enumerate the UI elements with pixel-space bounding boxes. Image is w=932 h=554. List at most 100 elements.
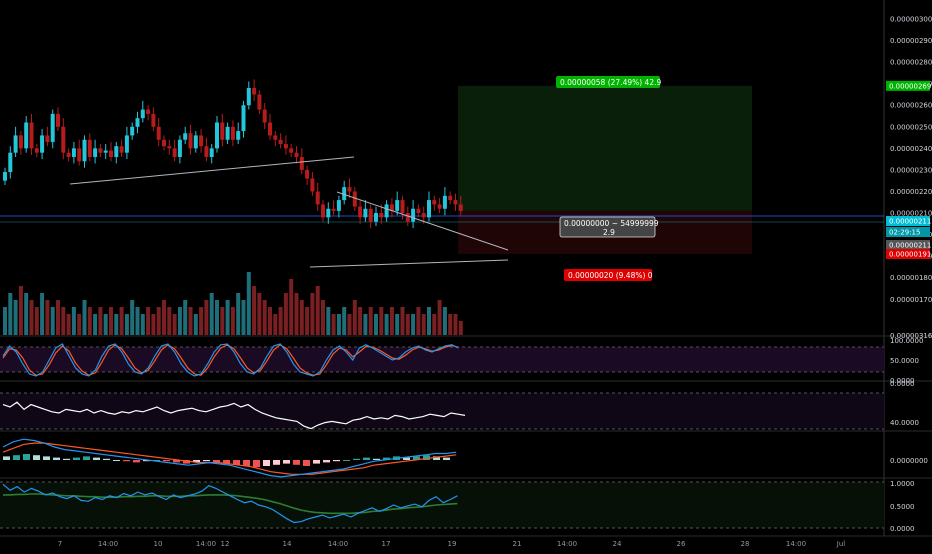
stop-price-label-bg — [886, 249, 930, 260]
candle[interactable] — [156, 126, 161, 140]
candle[interactable] — [199, 135, 204, 147]
candle[interactable] — [442, 195, 447, 209]
profit-label-box[interactable] — [556, 76, 660, 88]
candle[interactable] — [3, 172, 7, 181]
candle[interactable] — [130, 126, 135, 136]
candle[interactable] — [363, 208, 368, 218]
candle[interactable] — [368, 208, 373, 222]
candle[interactable] — [352, 191, 357, 207]
candle[interactable] — [278, 139, 283, 145]
candle[interactable] — [71, 148, 76, 157]
candle[interactable] — [172, 148, 177, 157]
candle[interactable] — [183, 133, 188, 140]
triangle-upper-line[interactable] — [336, 191, 509, 251]
candle[interactable] — [405, 213, 410, 222]
candle[interactable] — [315, 191, 320, 205]
candle[interactable] — [437, 204, 442, 209]
candle[interactable] — [61, 126, 66, 153]
candle[interactable] — [225, 126, 230, 140]
candle[interactable] — [427, 200, 431, 218]
candle[interactable] — [93, 148, 98, 157]
candle[interactable] — [66, 152, 71, 157]
candle[interactable] — [268, 122, 272, 136]
candle[interactable] — [432, 200, 437, 205]
candle[interactable] — [347, 187, 352, 192]
candle[interactable] — [326, 208, 331, 218]
candle[interactable] — [140, 109, 145, 119]
candle[interactable] — [135, 118, 140, 127]
candle[interactable] — [294, 152, 299, 157]
upper-trendline[interactable] — [69, 156, 355, 185]
candle[interactable] — [124, 135, 129, 153]
candle[interactable] — [18, 135, 23, 149]
candle[interactable] — [289, 148, 294, 153]
candle[interactable] — [13, 135, 18, 153]
candle[interactable] — [262, 109, 267, 123]
candle[interactable] — [109, 150, 113, 157]
candle[interactable] — [374, 213, 378, 222]
candle[interactable] — [236, 131, 241, 140]
candle[interactable] — [188, 133, 193, 149]
candle[interactable] — [151, 113, 156, 127]
candle[interactable] — [45, 135, 50, 142]
candle[interactable] — [146, 109, 151, 114]
candle[interactable] — [241, 105, 246, 132]
candle[interactable] — [246, 87, 251, 106]
candle[interactable] — [411, 208, 416, 222]
candle[interactable] — [98, 148, 103, 153]
candle[interactable] — [114, 146, 119, 157]
candle[interactable] — [331, 208, 336, 211]
profit-zone[interactable] — [458, 85, 752, 211]
candle[interactable] — [395, 200, 400, 211]
candle[interactable] — [283, 144, 288, 149]
triangle-lower-line[interactable] — [309, 259, 509, 268]
candle[interactable] — [257, 94, 262, 110]
candle[interactable] — [321, 204, 325, 218]
price-tick-label: 0.00000260 — [890, 102, 932, 110]
candle[interactable] — [421, 213, 426, 218]
candle[interactable] — [82, 139, 87, 162]
candle[interactable] — [8, 152, 13, 173]
candle[interactable] — [50, 113, 55, 142]
candle[interactable] — [400, 200, 405, 214]
candle[interactable] — [209, 148, 214, 157]
candle[interactable] — [167, 146, 172, 149]
candle[interactable] — [358, 206, 363, 218]
candle[interactable] — [305, 169, 310, 179]
candle[interactable] — [24, 122, 29, 149]
candle[interactable] — [416, 208, 421, 214]
candle[interactable] — [336, 200, 341, 211]
candle[interactable] — [379, 213, 384, 218]
candle[interactable] — [193, 135, 198, 149]
candle[interactable] — [40, 135, 45, 153]
center-label-box[interactable] — [560, 217, 655, 237]
candle[interactable] — [119, 146, 124, 153]
candle[interactable] — [310, 178, 315, 192]
volume-bar — [209, 293, 214, 335]
candle[interactable] — [389, 204, 394, 211]
candle[interactable] — [230, 126, 235, 140]
candle[interactable] — [273, 135, 278, 140]
candle[interactable] — [215, 122, 219, 149]
candle[interactable] — [87, 139, 92, 157]
candle[interactable] — [177, 139, 182, 157]
candle[interactable] — [162, 139, 166, 147]
candle[interactable] — [56, 113, 60, 127]
candle[interactable] — [252, 87, 257, 95]
candle[interactable] — [342, 187, 347, 201]
candle[interactable] — [448, 195, 453, 201]
candle[interactable] — [29, 122, 34, 149]
candle[interactable] — [299, 156, 304, 170]
candle[interactable] — [453, 200, 458, 205]
candle[interactable] — [458, 204, 463, 211]
candle[interactable] — [103, 150, 108, 153]
loss-label-box[interactable] — [564, 269, 652, 281]
candle[interactable] — [204, 146, 209, 157]
candle[interactable] — [220, 122, 225, 140]
price-tick-label: 0.00000280 — [890, 59, 932, 67]
candle[interactable] — [384, 204, 389, 218]
candle[interactable] — [34, 148, 39, 153]
candle[interactable] — [77, 148, 82, 162]
